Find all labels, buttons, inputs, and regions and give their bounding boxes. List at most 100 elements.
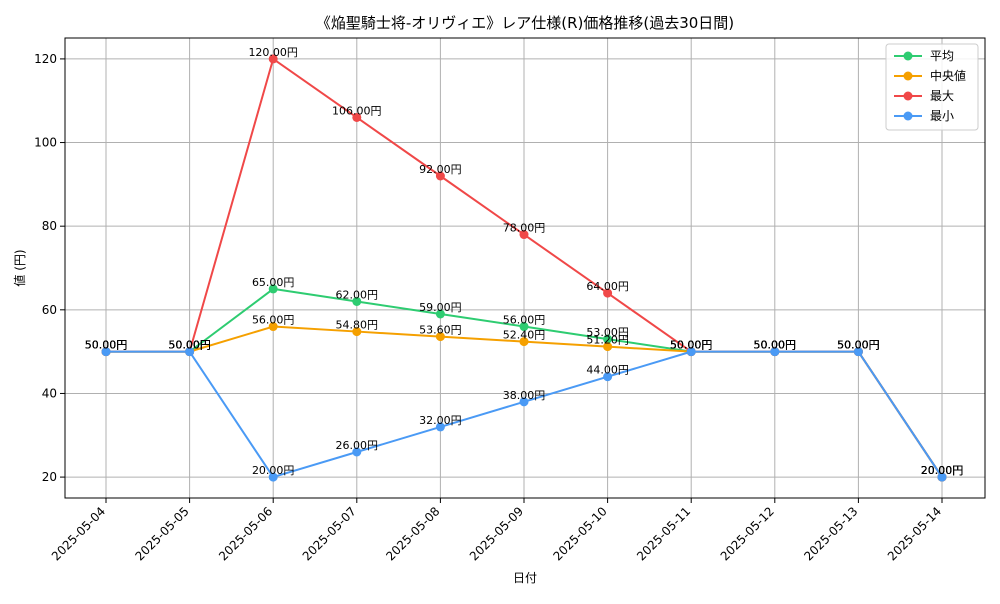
data-label: 20.00円 — [252, 464, 295, 477]
data-label: 50.00円 — [85, 339, 128, 352]
x-tick-label: 2025-05-08 — [383, 504, 442, 563]
data-point — [435, 309, 445, 319]
data-label: 50.00円 — [168, 339, 211, 352]
y-tick-label: 20 — [42, 470, 57, 484]
data-label: 50.00円 — [670, 339, 713, 352]
data-label: 20.00円 — [921, 464, 964, 477]
data-label: 50.00円 — [670, 339, 713, 352]
data-label: 52.40円 — [503, 329, 546, 342]
x-tick-label: 2025-05-09 — [467, 504, 526, 563]
data-point — [435, 171, 445, 181]
data-point — [185, 347, 195, 357]
data-point — [519, 230, 529, 240]
data-label: 51.20円 — [586, 334, 629, 347]
chart-title: 《焔聖騎士将-オリヴィエ》レア仕様(R)価格推移(過去30日間) — [316, 14, 734, 32]
data-label: 20.00円 — [921, 464, 964, 477]
data-label: 32.00円 — [419, 414, 462, 427]
x-tick-label: 2025-05-12 — [718, 504, 777, 563]
data-label: 50.00円 — [85, 339, 128, 352]
y-axis-label: 値 (円) — [12, 249, 27, 286]
legend-label: 最小 — [930, 109, 954, 123]
x-tick-label: 2025-05-10 — [551, 504, 610, 563]
data-label: 59.00円 — [419, 301, 462, 314]
data-label: 50.00円 — [85, 339, 128, 352]
data-point — [268, 284, 278, 294]
y-tick-label: 60 — [42, 303, 57, 317]
data-label: 53.60円 — [419, 324, 462, 337]
x-tick-label: 2025-05-13 — [801, 504, 860, 563]
data-point — [519, 397, 529, 407]
data-label: 120.00円 — [248, 46, 298, 59]
data-label: 38.00円 — [503, 389, 546, 402]
legend-swatch-marker — [903, 91, 913, 101]
data-label: 92.00円 — [419, 163, 462, 176]
data-point — [686, 347, 696, 357]
data-labels: 50.00円 50.00円 65.00円 62.00円 59.00円 56.00円 53.0… — [85, 46, 964, 477]
data-point — [435, 332, 445, 342]
x-tick-label: 2025-05-06 — [216, 504, 275, 563]
data-label: 50.00円 — [168, 339, 211, 352]
legend-swatch-marker — [903, 51, 913, 61]
data-point — [603, 288, 613, 298]
legend-swatch-marker — [903, 111, 913, 121]
data-point — [937, 472, 947, 482]
legend-label: 最大 — [930, 89, 954, 103]
data-point — [352, 296, 362, 306]
data-label: 50.00円 — [754, 339, 797, 352]
data-label: 62.00円 — [336, 288, 379, 301]
plot-frame — [64, 37, 986, 499]
data-point — [770, 347, 780, 357]
data-label: 50.00円 — [837, 339, 880, 352]
x-tick-label: 2025-05-05 — [133, 504, 192, 563]
data-label: 65.00円 — [252, 276, 295, 289]
data-point — [352, 112, 362, 122]
data-label: 50.00円 — [754, 339, 797, 352]
data-label: 106.00円 — [332, 104, 382, 117]
data-label: 20.00円 — [921, 464, 964, 477]
data-label: 50.00円 — [85, 339, 128, 352]
data-label: 64.00円 — [586, 280, 629, 293]
data-label: 20.00円 — [921, 464, 964, 477]
data-label: 50.00円 — [168, 339, 211, 352]
data-point — [603, 334, 613, 344]
x-tick-label: 2025-05-04 — [49, 504, 108, 563]
data-label: 50.00円 — [837, 339, 880, 352]
y-tick-label: 40 — [42, 386, 57, 400]
series-group — [101, 54, 947, 482]
data-label: 50.00円 — [670, 339, 713, 352]
y-tick-label: 100 — [34, 136, 57, 150]
data-point — [268, 472, 278, 482]
x-axis-label: 日付 — [513, 571, 537, 585]
data-label: 53.00円 — [586, 326, 629, 339]
y-tick-label: 80 — [42, 219, 57, 233]
data-label: 50.00円 — [754, 339, 797, 352]
data-point — [268, 54, 278, 64]
data-label: 78.00円 — [503, 222, 546, 235]
data-point — [519, 322, 529, 332]
data-point — [268, 322, 278, 332]
legend-box — [885, 43, 979, 131]
y-tick-label: 120 — [34, 52, 57, 66]
data-label: 44.00円 — [586, 364, 629, 377]
data-point — [435, 422, 445, 432]
data-point — [519, 337, 529, 347]
data-label: 50.00円 — [168, 339, 211, 352]
legend-label: 平均 — [930, 49, 954, 63]
legend-swatch-marker — [903, 71, 913, 81]
data-point — [101, 347, 111, 357]
x-tick-label: 2025-05-14 — [885, 504, 944, 563]
axes: 2025-05-04 2025-05-05 2025-05-06 2025-05-07… — [34, 37, 986, 563]
data-point — [603, 372, 613, 382]
data-point — [352, 447, 362, 457]
data-label: 26.00円 — [336, 439, 379, 452]
data-point — [352, 327, 362, 337]
data-label: 50.00円 — [670, 339, 713, 352]
grid — [65, 38, 985, 498]
x-tick-label: 2025-05-07 — [300, 504, 359, 563]
data-point — [853, 347, 863, 357]
x-tick-label: 2025-05-11 — [634, 504, 693, 563]
data-label: 54.80円 — [336, 319, 379, 332]
